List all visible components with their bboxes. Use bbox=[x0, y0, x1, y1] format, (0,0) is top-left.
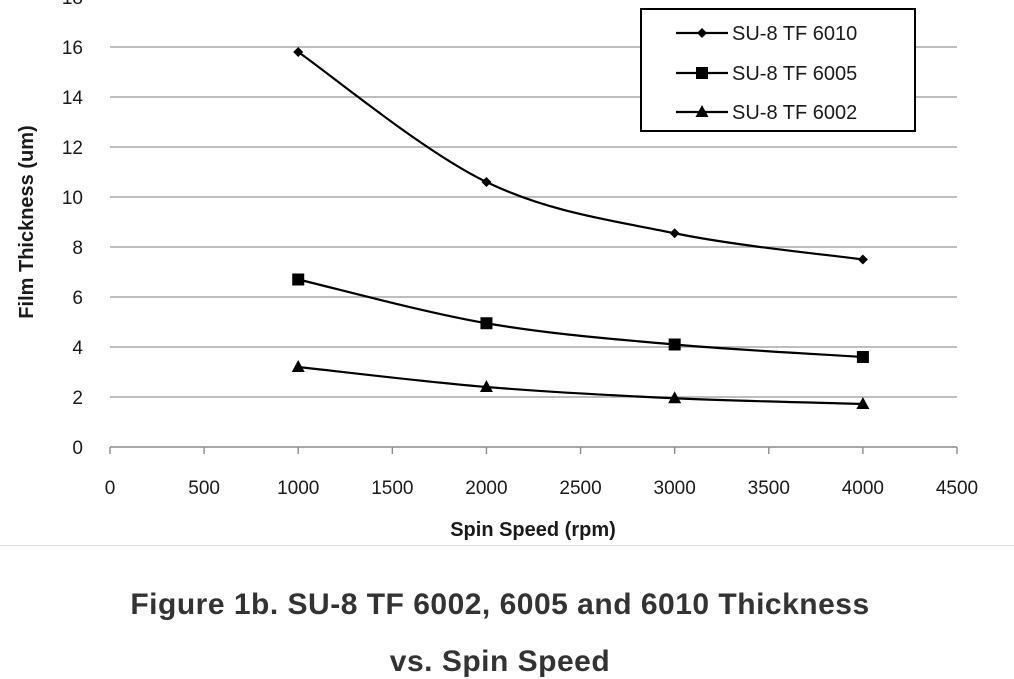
gridlines bbox=[110, 46, 957, 398]
y-tick-label: 18 bbox=[62, 0, 83, 9]
figure-caption-line-1: Figure 1b. SU-8 TF 6002, 6005 and 6010 T… bbox=[130, 588, 870, 621]
data-point bbox=[856, 397, 870, 409]
x-tick-label: 4000 bbox=[842, 478, 884, 499]
data-point bbox=[293, 47, 304, 57]
legend-entry: SU-8 TF 6010 bbox=[676, 23, 857, 45]
figure-caption-line-2: vs. Spin Speed bbox=[389, 645, 611, 678]
x-tick-label: 1500 bbox=[371, 478, 413, 499]
x-tick-label: 0 bbox=[105, 478, 116, 499]
y-tick-label: 2 bbox=[72, 388, 83, 409]
x-tick-labels: 0 500 1000 1500 2000 2500 3000 3500 4000 4500 bbox=[105, 478, 978, 499]
x-tick-label: 3500 bbox=[748, 478, 790, 499]
caption-divider bbox=[0, 545, 1014, 546]
legend-label: SU-8 TF 6010 bbox=[732, 23, 857, 45]
y-tick-label: 14 bbox=[62, 88, 84, 109]
y-tick-label: 12 bbox=[62, 138, 83, 159]
y-tick-label: 10 bbox=[62, 188, 83, 209]
y-tick-labels: 0 2 4 6 8 10 12 14 16 18 bbox=[62, 0, 84, 459]
axes bbox=[109, 446, 958, 454]
data-point bbox=[669, 228, 680, 239]
legend-entry: SU-8 TF 6005 bbox=[676, 63, 857, 85]
data-point bbox=[292, 273, 305, 286]
legend-marker bbox=[697, 28, 707, 38]
y-axis-title: Film Thickness (um) bbox=[16, 125, 38, 318]
series-line bbox=[297, 51, 864, 261]
y-tick-label: 0 bbox=[72, 438, 83, 459]
y-tick-label: 6 bbox=[72, 288, 83, 309]
x-tick-label: 500 bbox=[188, 478, 220, 499]
series-line bbox=[297, 278, 863, 359]
data-point bbox=[857, 254, 868, 265]
legend-label: SU-8 TF 6005 bbox=[732, 63, 857, 85]
thickness-chart: 0 2 4 6 8 10 12 14 16 18 0 500 1000 1500 2000 2500 3000… bbox=[16, 0, 978, 541]
data-point bbox=[856, 351, 869, 363]
x-tick-label: 2500 bbox=[559, 478, 601, 499]
legend-marker bbox=[696, 67, 708, 79]
x-tick-label: 3000 bbox=[654, 478, 696, 499]
data-point bbox=[481, 177, 492, 187]
legend-label: SU-8 TF 6002 bbox=[732, 102, 857, 124]
data-point bbox=[668, 391, 682, 404]
legend-entry: SU-8 TF 6002 bbox=[676, 102, 857, 124]
data-point bbox=[291, 360, 305, 372]
x-tick-label: 4500 bbox=[936, 478, 978, 499]
series-square bbox=[292, 273, 869, 363]
x-tick-label: 1000 bbox=[277, 478, 319, 499]
legend-marker bbox=[695, 105, 709, 117]
series-lines bbox=[291, 47, 870, 409]
data-point bbox=[668, 338, 681, 351]
legend-box bbox=[640, 8, 916, 132]
data-point bbox=[479, 380, 493, 392]
data-point bbox=[480, 317, 493, 330]
series-triangle bbox=[291, 360, 870, 409]
series-line bbox=[298, 365, 863, 406]
x-axis-title: Spin Speed (rpm) bbox=[450, 519, 616, 541]
y-tick-label: 4 bbox=[72, 338, 83, 359]
legend: SU-8 TF 6010 SU-8 TF 6005 SU-8 TF 6002 bbox=[640, 8, 916, 132]
y-tick-label: 16 bbox=[62, 38, 83, 59]
x-tick-label: 2000 bbox=[465, 478, 507, 499]
series-diamond bbox=[293, 47, 868, 265]
y-tick-label: 8 bbox=[72, 238, 83, 259]
